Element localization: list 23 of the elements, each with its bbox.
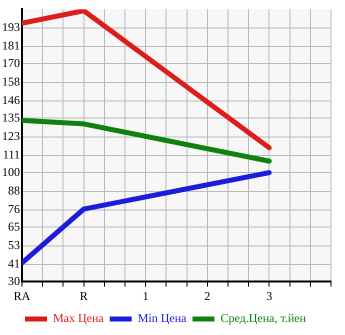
x-tick-label: 3	[266, 288, 272, 303]
x-tick-label: 2	[204, 288, 210, 303]
y-tick-label: 30	[8, 274, 20, 288]
legend-label: Сред.Цена, т.йен	[220, 311, 307, 326]
y-tick-label: 158	[2, 74, 20, 89]
y-tick-label: 100	[2, 164, 20, 179]
y-tick-label: 111	[2, 148, 20, 162]
y-tick-label: 170	[2, 56, 20, 70]
y-tick-label: 181	[2, 38, 20, 53]
y-tick-label: 88	[8, 183, 20, 198]
y-tick-label: 53	[8, 238, 20, 252]
legend-label: Min Цена	[138, 311, 188, 326]
x-tick-label: RA	[14, 288, 31, 303]
y-tick-label: 41	[8, 256, 20, 271]
y-tick-label: 65	[8, 219, 20, 234]
y-tick-label: 76	[8, 202, 20, 216]
y-tick-label: 135	[2, 110, 20, 124]
y-tick-label: 193	[2, 20, 20, 34]
x-tick-label: 1	[142, 288, 149, 303]
y-tick-label: 146	[2, 93, 20, 108]
legend-label: Max Цена	[52, 311, 104, 326]
y-tick-label: 123	[2, 128, 20, 143]
x-tick-label: R	[80, 288, 88, 303]
